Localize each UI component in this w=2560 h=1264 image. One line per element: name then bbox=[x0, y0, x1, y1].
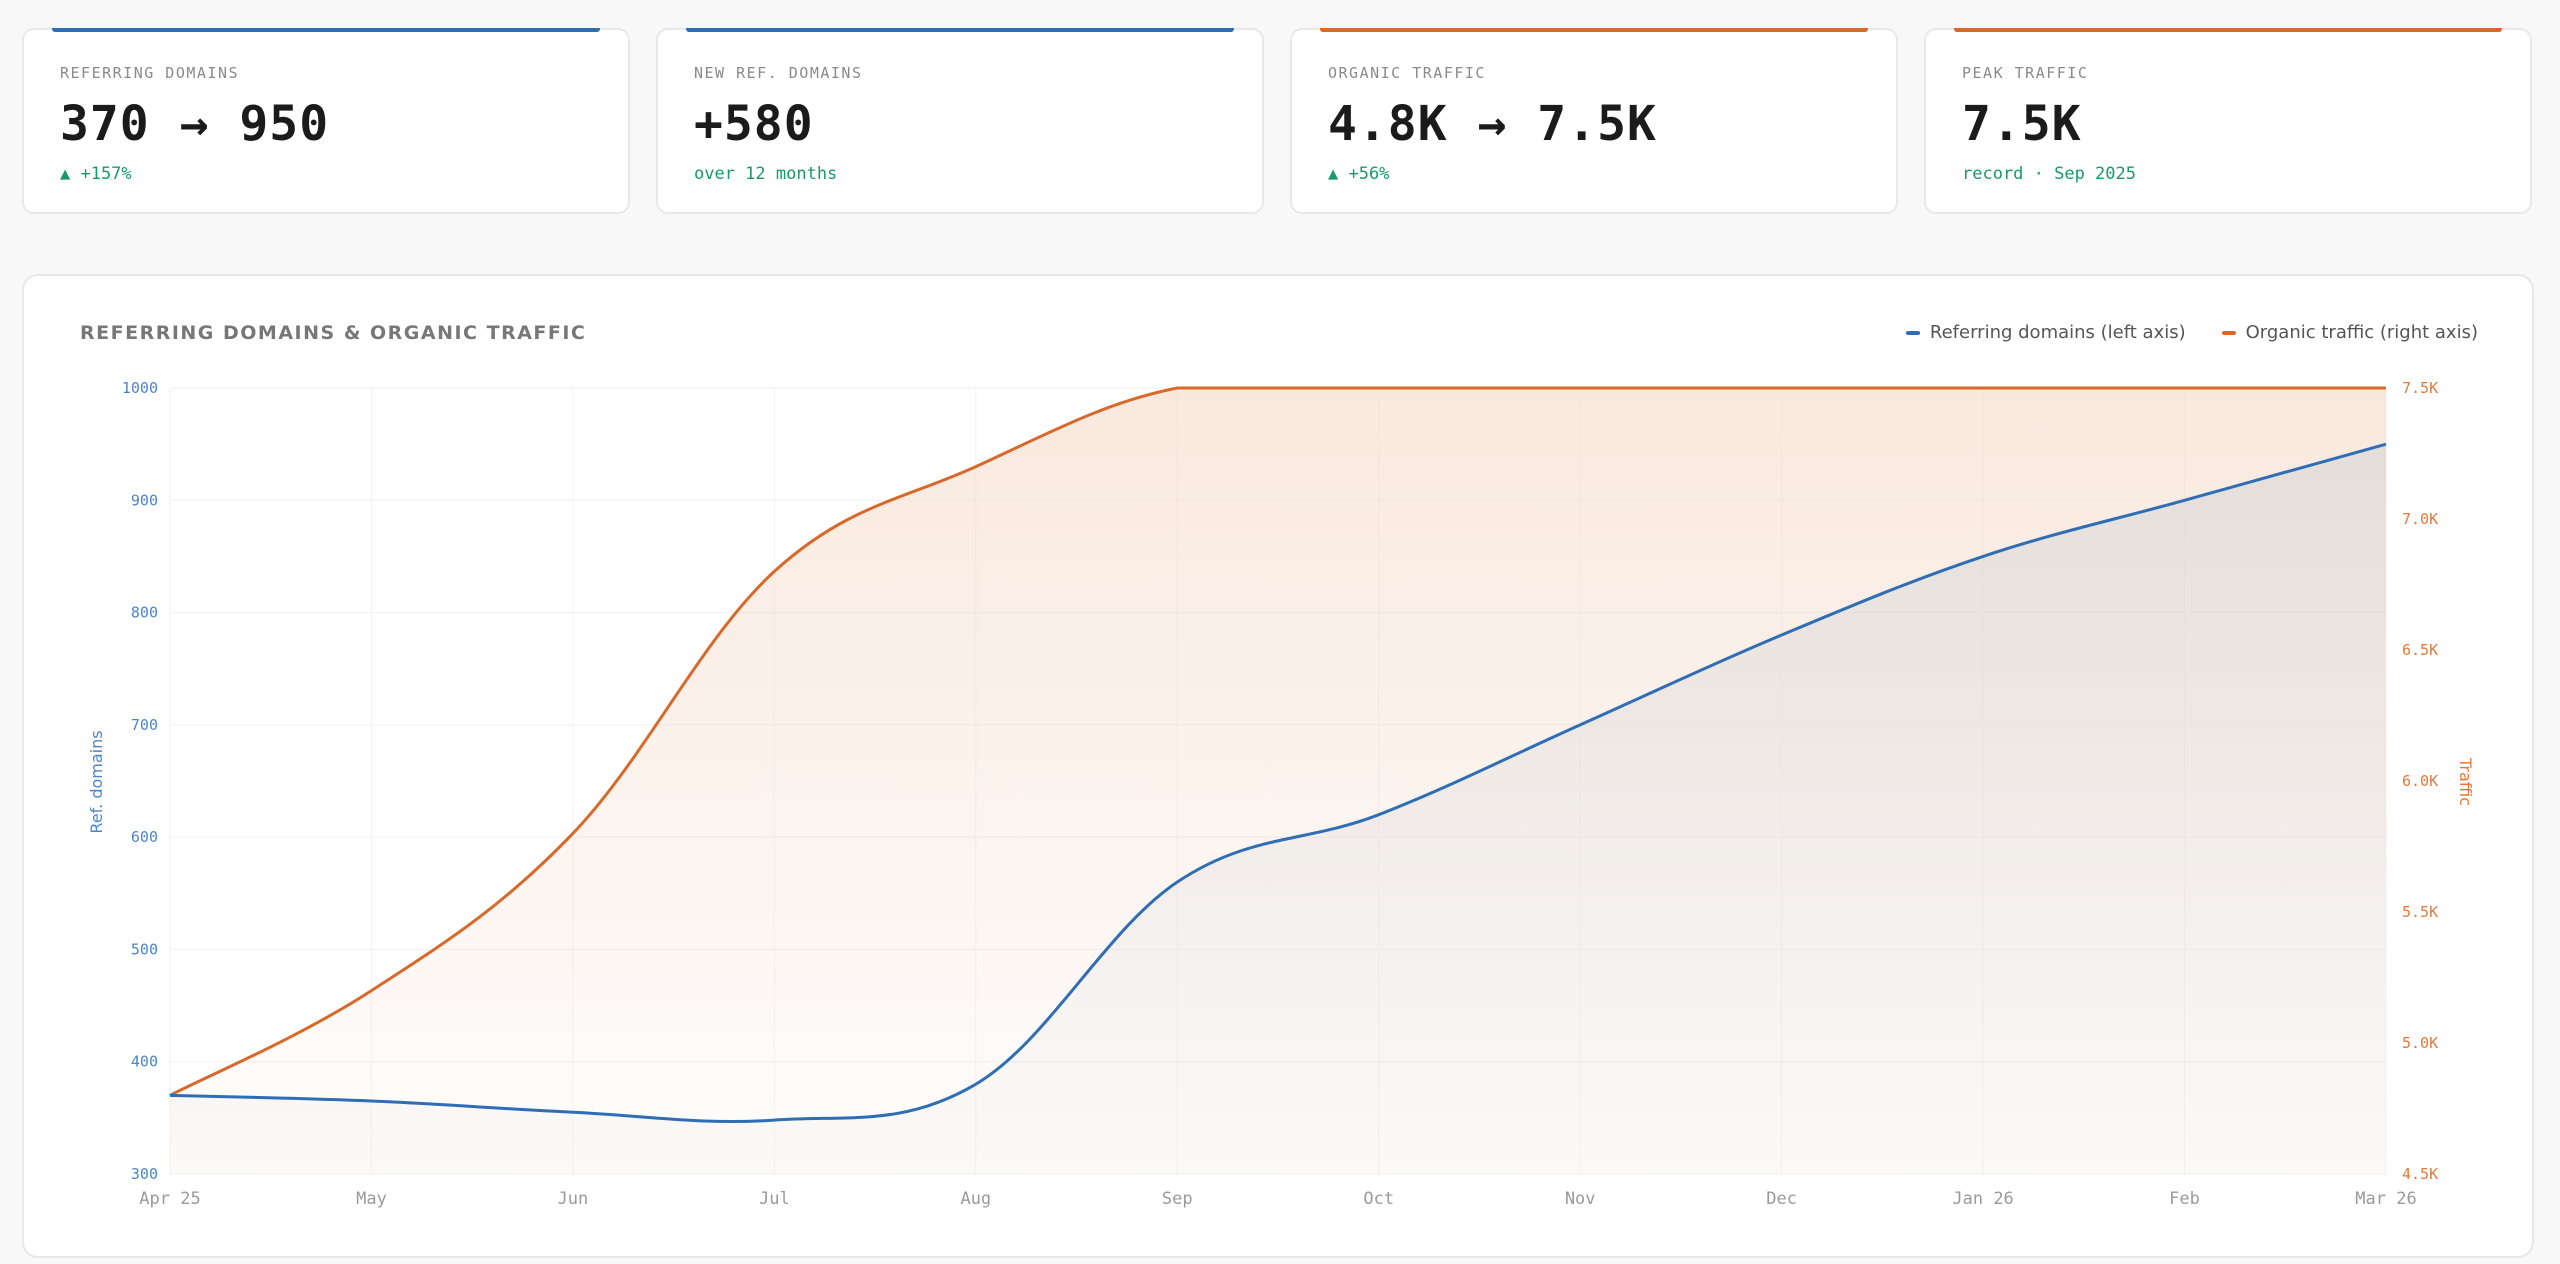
card-label: PEAK TRAFFIC bbox=[1962, 64, 2089, 82]
y-right-tick-label: 6.5K bbox=[2402, 641, 2438, 659]
card-value: +580 bbox=[694, 96, 814, 152]
y-right-tick-label: 7.5K bbox=[2402, 379, 2438, 397]
card-change: ▲ +56% bbox=[1328, 164, 1390, 184]
x-tick-label: Sep bbox=[1162, 1189, 1193, 1209]
y-left-tick-label: 500 bbox=[131, 940, 158, 958]
chart-title: REFERRING DOMAINS & ORGANIC TRAFFIC bbox=[80, 322, 587, 344]
right-axis-title: Traffic bbox=[2456, 757, 2475, 806]
card-change: over 12 months bbox=[694, 164, 838, 184]
card-change: ▲ +157% bbox=[60, 164, 132, 184]
stat-card-referring-domains: REFERRING DOMAINS 370 → 950 ▲ +157% bbox=[22, 28, 630, 214]
x-tick-label: Nov bbox=[1565, 1189, 1596, 1209]
stat-card-new-ref-domains: NEW REF. DOMAINS +580 over 12 months bbox=[656, 28, 1264, 214]
x-tick-label: May bbox=[356, 1189, 387, 1209]
y-right-tick-label: 6.0K bbox=[2402, 772, 2438, 790]
organic-traffic-line bbox=[169, 386, 2386, 1097]
card-change: record · Sep 2025 bbox=[1962, 164, 2136, 184]
x-tick-label: Mar 26 bbox=[2355, 1189, 2416, 1209]
y-left-tick-label: 1000 bbox=[122, 379, 158, 397]
y-left-tick-label: 600 bbox=[131, 828, 158, 846]
x-tick-label: Apr 25 bbox=[139, 1189, 200, 1209]
y-left-tick-label: 700 bbox=[131, 716, 158, 734]
card-value: 4.8K → 7.5K bbox=[1328, 96, 1657, 152]
referring-domains-line bbox=[169, 442, 2387, 1124]
legend-swatch-orange bbox=[2221, 330, 2236, 335]
y-right-tick-label: 7.0K bbox=[2402, 510, 2438, 528]
y-left-tick-label: 300 bbox=[131, 1165, 158, 1183]
x-tick-label: Aug bbox=[960, 1189, 991, 1209]
card-label: REFERRING DOMAINS bbox=[60, 64, 240, 82]
legend-label: Organic traffic (right axis) bbox=[2245, 322, 2478, 343]
card-label: NEW REF. DOMAINS bbox=[694, 64, 863, 82]
dual-axis-line-chart: 300 400 500 600 700 800 900 1000 4.5K 5.0K 5.5K 6.0… bbox=[87, 379, 2475, 1209]
card-value: 7.5K bbox=[1962, 96, 2082, 152]
left-axis-title: Ref. domains bbox=[87, 730, 106, 833]
card-accent-bar bbox=[686, 28, 1234, 32]
chart-legend: Referring domains (left axis) Organic tr… bbox=[1905, 322, 2478, 343]
card-accent-bar bbox=[1320, 28, 1868, 32]
card-value: 370 → 950 bbox=[60, 96, 330, 152]
legend-swatch-blue bbox=[1905, 330, 1920, 335]
y-left-tick-label: 900 bbox=[131, 491, 158, 509]
y-right-tick-label: 4.5K bbox=[2402, 1165, 2438, 1183]
x-tick-label: Feb bbox=[2169, 1189, 2200, 1209]
x-tick-label: Jan 26 bbox=[1952, 1189, 2013, 1209]
x-tick-label: Oct bbox=[1363, 1189, 1394, 1209]
domains-area-fill bbox=[170, 444, 2386, 1175]
card-accent-bar bbox=[1954, 28, 2502, 32]
stat-card-organic-traffic: ORGANIC TRAFFIC 4.8K → 7.5K ▲ +56% bbox=[1290, 28, 1898, 214]
legend-item-referring-domains: Referring domains (left axis) bbox=[1905, 322, 2186, 343]
y-left-tick-label: 800 bbox=[131, 604, 158, 622]
y-left-tick-label: 400 bbox=[131, 1053, 158, 1071]
x-tick-label: Jun bbox=[558, 1189, 589, 1209]
x-tick-label: Jul bbox=[759, 1189, 790, 1209]
chart-panel: 300 400 500 600 700 800 900 1000 4.5K 5.0K 5.5K 6.0… bbox=[22, 274, 2534, 1258]
stat-card-peak-traffic: PEAK TRAFFIC 7.5K record · Sep 2025 bbox=[1924, 28, 2532, 214]
legend-label: Referring domains (left axis) bbox=[1929, 322, 2186, 343]
legend-item-organic-traffic: Organic traffic (right axis) bbox=[2221, 322, 2478, 343]
y-right-tick-label: 5.5K bbox=[2402, 903, 2438, 921]
card-label: ORGANIC TRAFFIC bbox=[1328, 64, 1486, 82]
card-accent-bar bbox=[52, 28, 600, 32]
x-tick-label: Dec bbox=[1766, 1189, 1797, 1209]
y-right-tick-label: 5.0K bbox=[2402, 1034, 2438, 1052]
